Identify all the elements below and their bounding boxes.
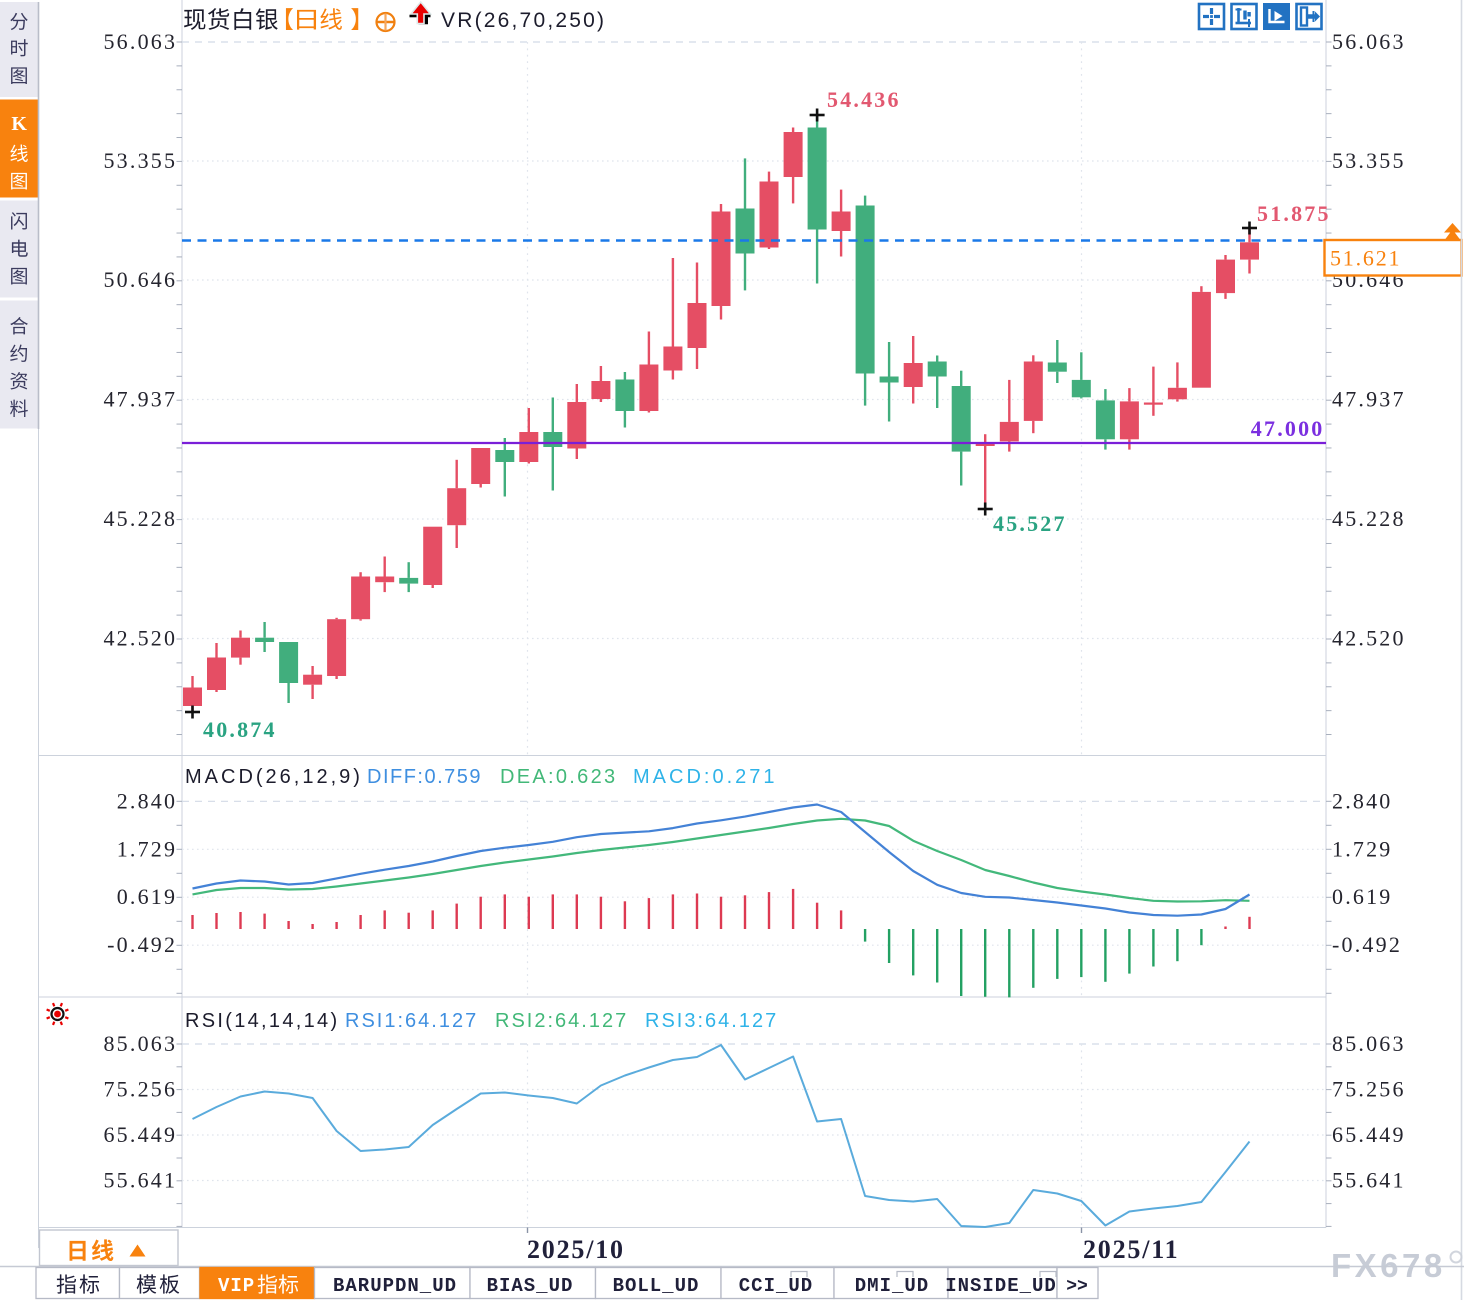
svg-text:FX678: FX678 (1331, 1247, 1446, 1284)
svg-text:RSI(14,14,14): RSI(14,14,14) (185, 1010, 339, 1032)
svg-text:DMI_UD: DMI_UD (855, 1275, 929, 1297)
svg-text:-0.492: -0.492 (107, 932, 177, 957)
svg-text:53.355: 53.355 (103, 148, 177, 173)
svg-text:INSIDE_UD: INSIDE_UD (945, 1275, 1057, 1297)
svg-text:BARUPDN_UD: BARUPDN_UD (333, 1275, 457, 1297)
svg-text:0.619: 0.619 (117, 884, 178, 909)
svg-text:VIP: VIP (218, 1275, 255, 1297)
svg-text:MACD(26,12,9): MACD(26,12,9) (185, 766, 363, 788)
svg-text:DEA:0.623: DEA:0.623 (500, 766, 617, 788)
svg-text:2.840: 2.840 (117, 788, 178, 813)
svg-text:51.875: 51.875 (1257, 201, 1331, 226)
svg-text:0.619: 0.619 (1332, 884, 1393, 909)
svg-text:BOLL_UD: BOLL_UD (613, 1275, 700, 1297)
svg-text:45.228: 45.228 (103, 506, 177, 531)
svg-text:47.937: 47.937 (1332, 387, 1406, 412)
svg-text:2025/11: 2025/11 (1083, 1235, 1179, 1264)
svg-text:2.840: 2.840 (1332, 788, 1393, 813)
svg-text:65.449: 65.449 (103, 1122, 177, 1147)
svg-text:65.449: 65.449 (1332, 1122, 1406, 1147)
svg-text:51.621: 51.621 (1330, 246, 1401, 271)
svg-text:RSI2:64.127: RSI2:64.127 (495, 1010, 628, 1032)
svg-text:54.436: 54.436 (827, 87, 901, 112)
svg-text:45.228: 45.228 (1332, 506, 1406, 531)
svg-text:47.000: 47.000 (1251, 416, 1325, 441)
svg-text:K: K (11, 113, 27, 135)
svg-text:1.729: 1.729 (1332, 836, 1393, 861)
svg-text:50.646: 50.646 (103, 267, 177, 292)
svg-text:42.520: 42.520 (1332, 626, 1406, 651)
svg-text:VR(26,70,250): VR(26,70,250) (441, 9, 606, 32)
svg-text:56.063: 56.063 (103, 29, 177, 54)
svg-text:MACD:0.271: MACD:0.271 (633, 766, 778, 788)
svg-text:-0.492: -0.492 (1332, 932, 1402, 957)
svg-text:45.527: 45.527 (993, 511, 1067, 536)
svg-text:75.256: 75.256 (103, 1077, 177, 1102)
svg-text:40.874: 40.874 (203, 717, 277, 742)
svg-text:53.355: 53.355 (1332, 148, 1406, 173)
svg-text:85.063: 85.063 (103, 1031, 177, 1056)
svg-text:DIFF:0.759: DIFF:0.759 (367, 766, 482, 788)
svg-text:75.256: 75.256 (1332, 1077, 1406, 1102)
svg-text:55.641: 55.641 (1332, 1168, 1406, 1193)
svg-text:RSI3:64.127: RSI3:64.127 (645, 1010, 778, 1032)
svg-text:BIAS_UD: BIAS_UD (487, 1275, 574, 1297)
svg-text:>>: >> (1066, 1277, 1088, 1297)
svg-text:CCI_UD: CCI_UD (739, 1275, 813, 1297)
svg-text:55.641: 55.641 (103, 1168, 177, 1193)
svg-text:1.729: 1.729 (117, 836, 178, 861)
svg-text:2025/10: 2025/10 (527, 1235, 625, 1264)
svg-text:85.063: 85.063 (1332, 1031, 1406, 1056)
svg-text:RSI1:64.127: RSI1:64.127 (345, 1010, 478, 1032)
svg-text:42.520: 42.520 (103, 626, 177, 651)
svg-text:56.063: 56.063 (1332, 29, 1406, 54)
svg-text:47.937: 47.937 (103, 387, 177, 412)
